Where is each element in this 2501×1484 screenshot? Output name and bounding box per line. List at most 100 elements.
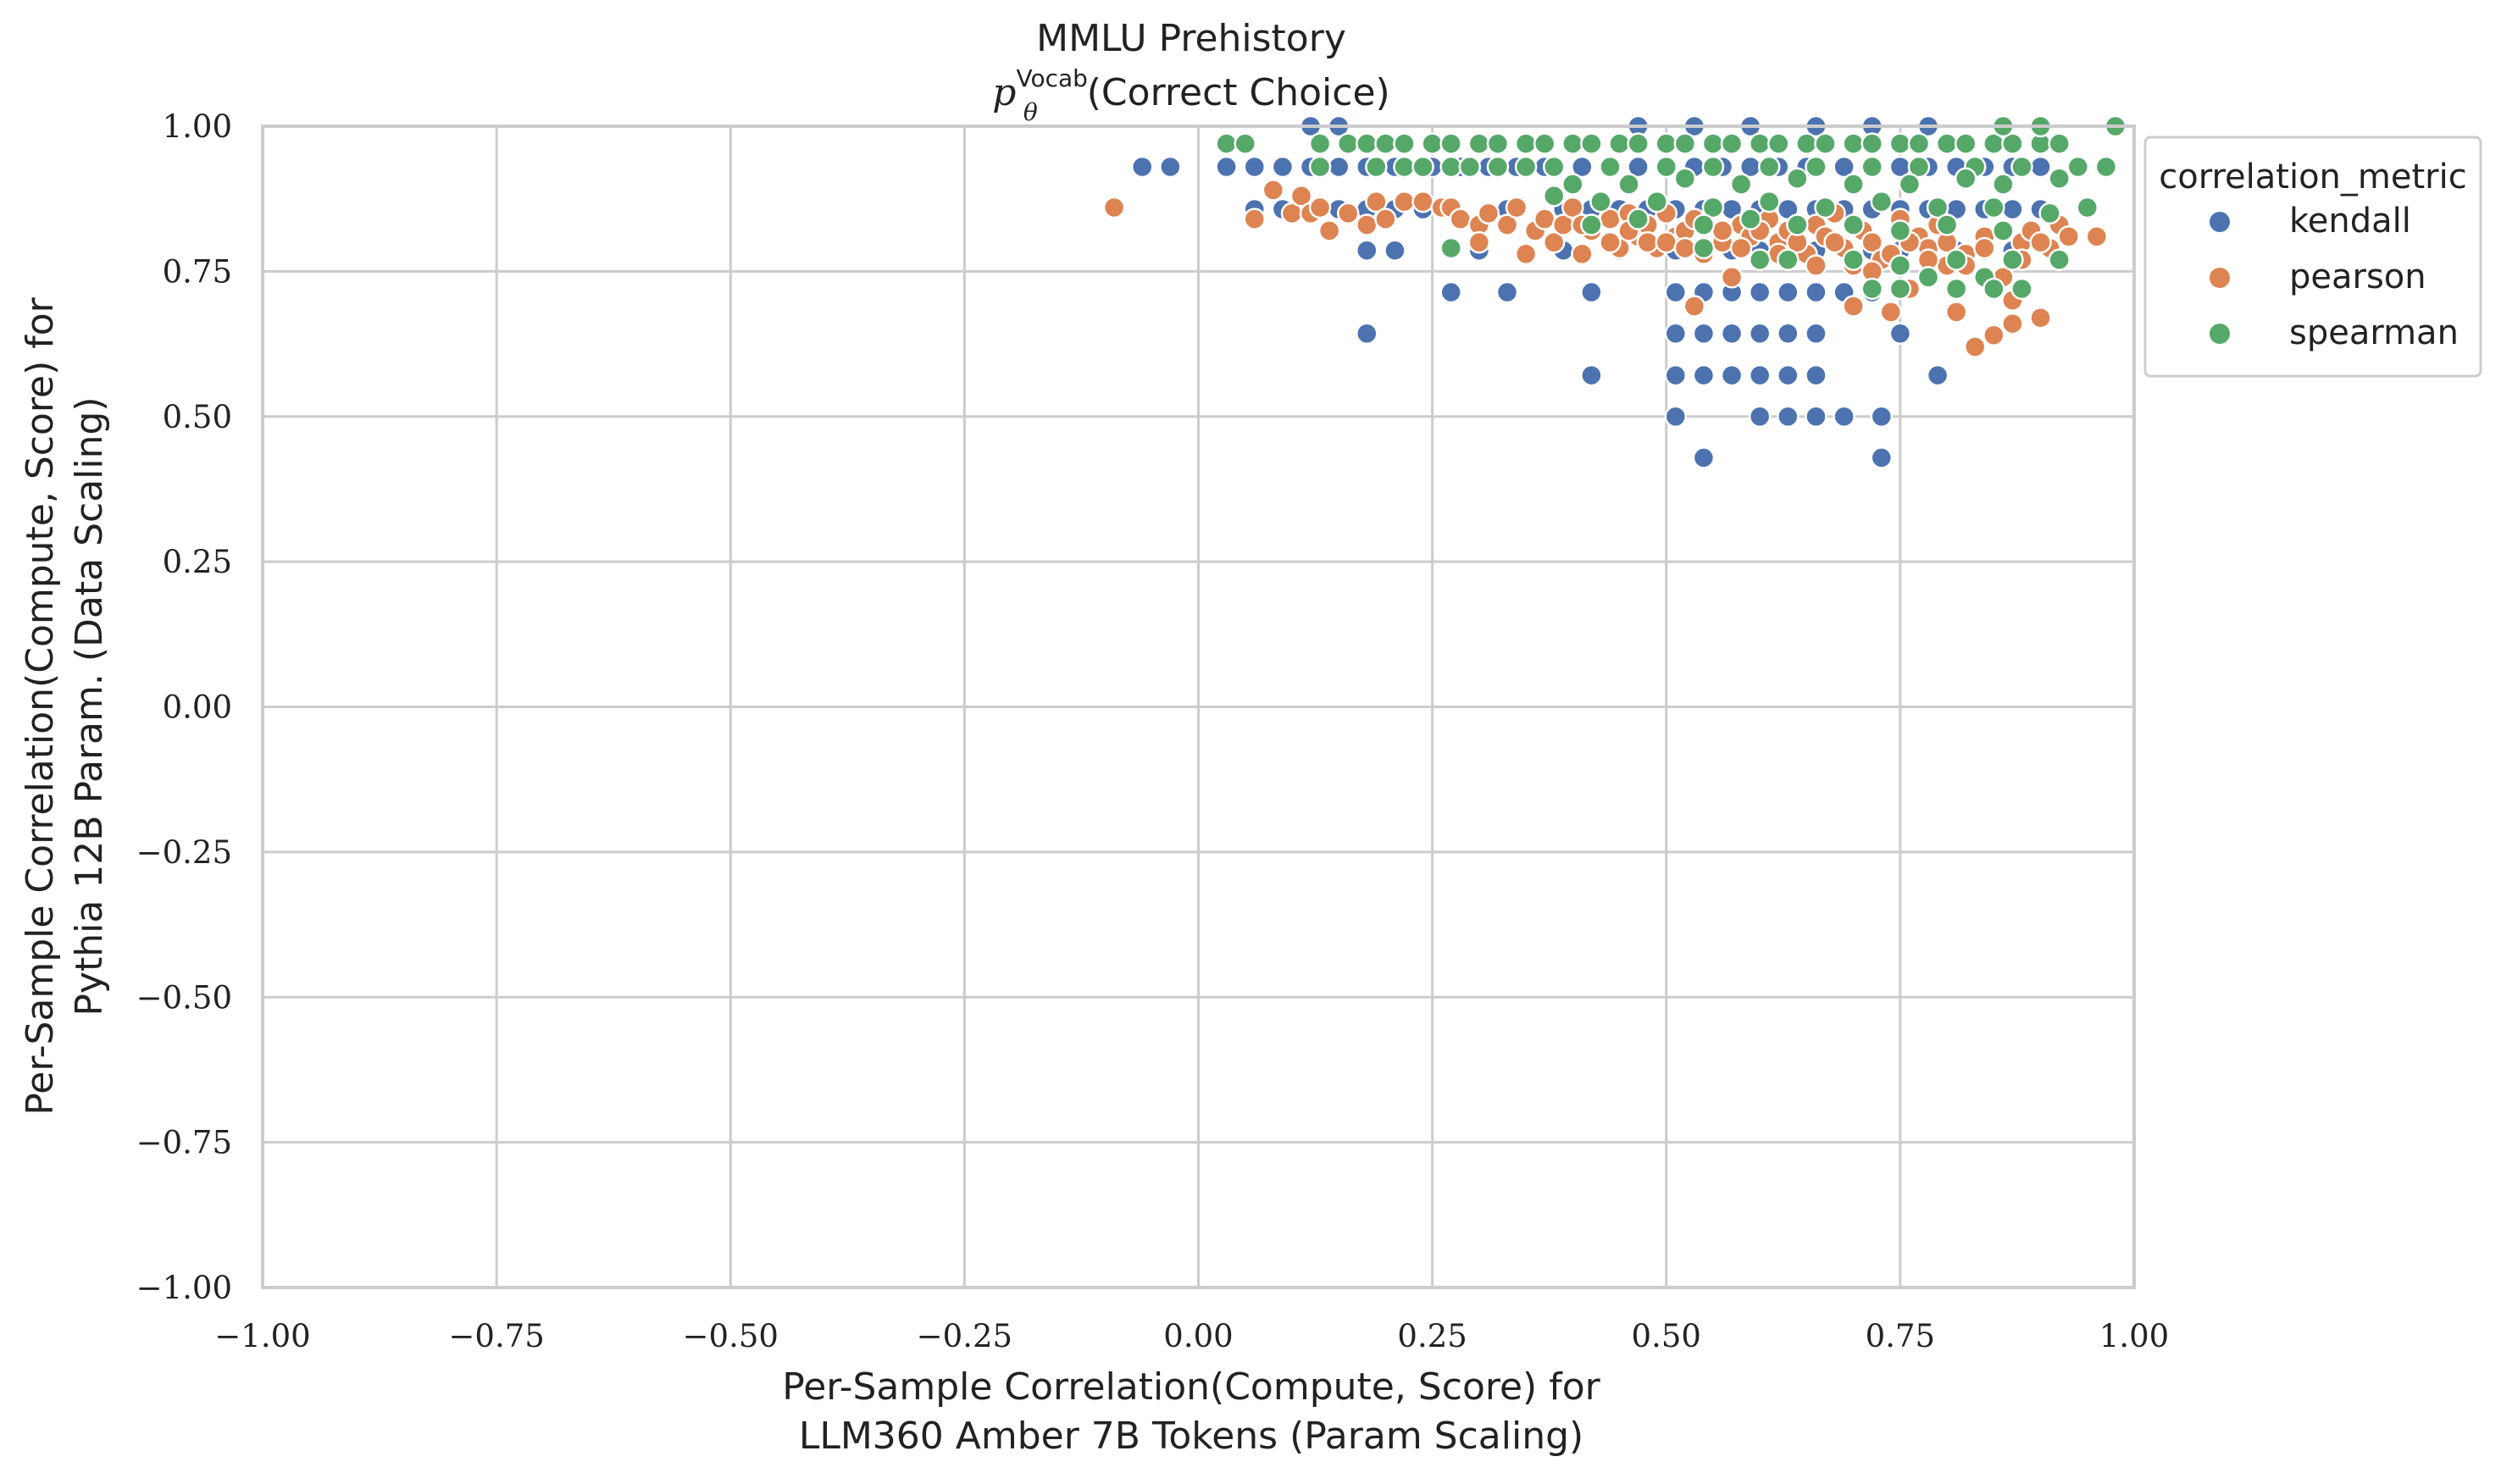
x-tick-label: 0.25 (1397, 1318, 1467, 1354)
data-point-kendall (1271, 155, 1295, 179)
data-point-spearman (1814, 196, 1837, 219)
data-point-pearson (1711, 219, 1734, 242)
data-point-spearman (1580, 213, 1603, 236)
data-point-spearman (1336, 132, 1360, 155)
data-point-kendall (1805, 363, 1827, 387)
data-point-spearman (1795, 132, 1818, 155)
data-point-spearman (1729, 173, 1753, 196)
data-point-kendall (1777, 322, 1800, 345)
y-tick-label: −0.25 (136, 834, 232, 871)
data-point-spearman (1944, 277, 1968, 301)
data-point-kendall (1692, 322, 1716, 345)
data-point-kendall (1664, 363, 1688, 387)
data-point-spearman (1982, 196, 2005, 219)
data-point-spearman (1580, 132, 1603, 155)
data-point-spearman (2048, 167, 2071, 190)
data-point-kendall (1495, 280, 1519, 304)
y-axis-label-line-2: Pythia 12B Param. (Data Scaling) (68, 396, 111, 1016)
data-point-spearman (1907, 132, 1931, 155)
data-point-kendall (1748, 322, 1772, 345)
data-point-spearman (1486, 132, 1510, 155)
data-point-spearman (1589, 190, 1612, 213)
data-point-pearson (1289, 185, 1313, 208)
data-point-pearson (2085, 224, 2109, 248)
y-tick-label: 0.75 (163, 253, 232, 290)
data-point-kendall (1805, 322, 1827, 345)
data-point-pearson (1944, 301, 1968, 324)
data-point-pearson (1374, 208, 1397, 230)
data-point-spearman (1599, 155, 1622, 179)
data-point-pearson (1805, 254, 1827, 277)
x-tick-label: −1.00 (214, 1318, 310, 1354)
data-point-kendall (1748, 280, 1772, 304)
data-point-pearson (1673, 236, 1697, 260)
data-point-kendall (1870, 446, 1894, 469)
data-point-kendall (1692, 446, 1716, 469)
data-point-spearman (1234, 132, 1256, 155)
data-point-spearman (2048, 132, 2071, 155)
data-point-pearson (2029, 230, 2052, 254)
data-point-kendall (1777, 363, 1800, 387)
data-point-spearman (1533, 132, 1556, 155)
x-tick-label: 0.75 (1866, 1318, 1935, 1354)
data-point-spearman (1486, 155, 1510, 179)
y-tick-label: −0.75 (136, 1125, 232, 1161)
data-point-spearman (1805, 155, 1827, 179)
y-tick-label: 0.25 (163, 544, 232, 580)
data-point-kendall (1888, 322, 1912, 345)
data-point-pearson (1655, 230, 1678, 254)
data-point-spearman (1542, 155, 1566, 179)
x-tick-label: −0.75 (448, 1318, 544, 1354)
data-point-pearson (1356, 213, 1378, 236)
data-point-kendall (1439, 280, 1462, 304)
data-point-spearman (2076, 196, 2099, 219)
data-point-pearson (1963, 335, 1987, 358)
data-point-pearson (1842, 295, 1865, 318)
data-point-spearman (1467, 132, 1491, 155)
data-point-spearman (1514, 155, 1538, 179)
data-point-spearman (1935, 132, 1959, 155)
data-point-spearman (1645, 190, 1668, 213)
data-point-kendall (1356, 322, 1378, 345)
data-point-spearman (1757, 155, 1781, 179)
y-tick-label: 1.00 (163, 108, 232, 145)
data-point-spearman (1542, 185, 1566, 208)
legend-marker-kendall (2210, 212, 2230, 232)
data-point-kendall (1571, 155, 1594, 179)
data-point-kendall (2029, 155, 2052, 179)
data-point-spearman (1842, 213, 1865, 236)
data-point-spearman (1421, 132, 1444, 155)
data-point-spearman (1888, 277, 1912, 301)
plot-frame (261, 125, 2136, 1289)
data-point-pearson (1982, 324, 2005, 347)
data-point-kendall (1805, 405, 1827, 428)
data-point-kendall (1664, 322, 1688, 345)
data-point-spearman (1655, 132, 1678, 155)
data-point-pearson (1411, 190, 1434, 213)
data-point-spearman (1458, 155, 1482, 179)
data-point-pearson (1495, 213, 1519, 236)
x-tick-label: −0.25 (917, 1318, 1012, 1354)
data-point-spearman (1561, 132, 1584, 155)
data-point-kendall (1580, 280, 1603, 304)
data-point-pearson (1449, 208, 1472, 230)
x-axis-label-line-1: Per-Sample Correlation(Compute, Score) f… (782, 1365, 1600, 1409)
data-point-kendall (1664, 405, 1688, 428)
data-point-spearman (1992, 219, 2015, 242)
data-point-spearman (2094, 155, 2118, 179)
data-point-kendall (1748, 363, 1772, 387)
data-point-spearman (2001, 248, 2024, 271)
data-point-spearman (1944, 248, 1968, 271)
data-point-pearson (1393, 190, 1416, 213)
legend-label-pearson: pearson (2289, 257, 2426, 296)
data-point-spearman (1608, 132, 1631, 155)
data-point-spearman (2001, 132, 2024, 155)
legend-label-spearman: spearman (2289, 313, 2459, 352)
data-point-spearman (1439, 132, 1462, 155)
data-point-spearman (1982, 277, 2005, 301)
data-point-spearman (1842, 132, 1865, 155)
y-tick-labels: −1.00 −0.75 −0.50 −0.25 0.00 0.25 0.50 0.75 1.00 (136, 108, 232, 1306)
data-point-spearman (1692, 213, 1716, 236)
data-point-spearman (1992, 173, 2015, 196)
data-point-pearson (2029, 306, 2052, 329)
